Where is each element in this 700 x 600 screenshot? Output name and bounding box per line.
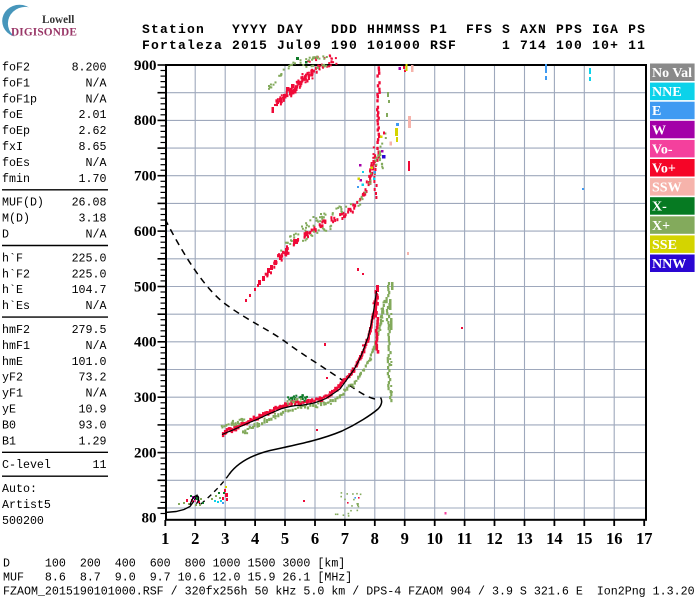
svg-text:104.7: 104.7 <box>72 284 107 297</box>
svg-text:h`E: h`E <box>2 284 23 297</box>
svg-text:Fortaleza 2015 Jul09 190 10100: Fortaleza 2015 Jul09 190 101000 RSF 1 71… <box>142 38 646 53</box>
svg-text:1.70: 1.70 <box>79 173 107 186</box>
svg-text:12: 12 <box>486 529 503 548</box>
svg-text:93.0: 93.0 <box>79 419 107 432</box>
svg-text:1.29: 1.29 <box>79 435 107 448</box>
svg-text:N/A: N/A <box>86 229 107 242</box>
svg-text:hmF1: hmF1 <box>2 340 30 353</box>
svg-text:NNW: NNW <box>652 257 686 272</box>
svg-text:h`F: h`F <box>2 252 23 265</box>
svg-text:yF2: yF2 <box>2 372 23 385</box>
svg-text:E: E <box>652 104 661 119</box>
svg-text:foF1p: foF1p <box>2 93 37 106</box>
svg-text:5: 5 <box>281 529 289 548</box>
svg-text:8.200: 8.200 <box>72 62 107 75</box>
svg-text:225.0: 225.0 <box>72 268 107 281</box>
svg-text:Auto:: Auto: <box>2 483 37 496</box>
svg-text:600: 600 <box>134 224 157 240</box>
svg-text:16: 16 <box>606 529 623 548</box>
svg-text:26.08: 26.08 <box>72 197 107 210</box>
svg-text:10.9: 10.9 <box>79 404 107 417</box>
svg-text:14: 14 <box>546 529 563 548</box>
svg-text:MUF 8.6 8.7 9.0 9.7 10.6: MUF 8.6 8.7 9.0 9.7 10.6 12.0 15.9 26.1 … <box>3 572 352 585</box>
svg-text:C-level: C-level <box>2 459 51 472</box>
svg-text:Artist5: Artist5 <box>2 499 51 512</box>
svg-text:13: 13 <box>516 529 533 548</box>
svg-text:800: 800 <box>134 113 157 129</box>
svg-text:6: 6 <box>311 529 319 548</box>
svg-text:M(D): M(D) <box>2 213 30 226</box>
svg-text:225.0: 225.0 <box>72 252 107 265</box>
svg-text:FZAOM_2015190101000.RSF / 320f: FZAOM_2015190101000.RSF / 320fx256h 50 k… <box>3 586 695 599</box>
svg-text:NNE: NNE <box>652 85 682 100</box>
svg-text:80: 80 <box>142 511 157 527</box>
svg-text:foF2: foF2 <box>2 62 30 75</box>
svg-text:fmin: fmin <box>2 173 30 186</box>
svg-text:11: 11 <box>457 529 473 548</box>
svg-text:2.01: 2.01 <box>79 109 107 122</box>
svg-text:279.5: 279.5 <box>72 324 107 337</box>
svg-text:X+: X+ <box>652 219 670 234</box>
svg-text:yE: yE <box>2 404 16 417</box>
svg-text:2: 2 <box>191 529 199 548</box>
svg-text:Vo-: Vo- <box>652 142 673 157</box>
svg-text:h`F2: h`F2 <box>2 268 30 281</box>
svg-text:Station YYYY DAY DDD HHMMS: Station YYYY DAY DDD HHMMSS P1 FFS S AXN… <box>142 22 646 37</box>
svg-text:W: W <box>652 123 666 138</box>
svg-text:N/A: N/A <box>86 93 107 106</box>
svg-text:h`Es: h`Es <box>2 300 30 313</box>
svg-text:11: 11 <box>93 459 107 472</box>
svg-text:Vo+: Vo+ <box>652 162 676 177</box>
svg-text:N/A: N/A <box>86 388 107 401</box>
svg-text:N/A: N/A <box>86 340 107 353</box>
svg-text:9: 9 <box>401 529 409 548</box>
svg-text:2.62: 2.62 <box>79 125 107 138</box>
svg-text:N/A: N/A <box>86 157 107 170</box>
svg-text:SSW: SSW <box>652 181 682 196</box>
svg-text:73.2: 73.2 <box>79 372 107 385</box>
svg-text:SSE: SSE <box>652 238 677 253</box>
svg-text:yF1: yF1 <box>2 388 23 401</box>
svg-text:500200: 500200 <box>2 515 44 528</box>
svg-text:200: 200 <box>134 445 157 461</box>
svg-text:MUF(D): MUF(D) <box>2 197 44 210</box>
svg-text:B0: B0 <box>2 419 16 432</box>
svg-text:8.65: 8.65 <box>79 141 107 154</box>
svg-text:4: 4 <box>251 529 259 548</box>
svg-text:Lowell: Lowell <box>42 14 74 26</box>
svg-text:101.0: 101.0 <box>72 356 107 369</box>
svg-text:3.18: 3.18 <box>79 213 107 226</box>
svg-text:D: D <box>2 229 9 242</box>
svg-text:foEs: foEs <box>2 157 30 170</box>
svg-text:300: 300 <box>134 390 157 406</box>
svg-text:X-: X- <box>652 200 667 215</box>
svg-text:500: 500 <box>134 279 157 295</box>
svg-text:8: 8 <box>371 529 379 548</box>
svg-text:hmF2: hmF2 <box>2 324 30 337</box>
svg-text:700: 700 <box>134 169 157 185</box>
svg-text:fxI: fxI <box>2 141 23 154</box>
svg-text:hmE: hmE <box>2 356 23 369</box>
svg-text:N/A: N/A <box>86 77 107 90</box>
svg-text:10: 10 <box>426 529 443 548</box>
svg-text:foF1: foF1 <box>2 77 30 90</box>
svg-text:B1: B1 <box>2 435 16 448</box>
svg-text:7: 7 <box>341 529 349 548</box>
svg-text:400: 400 <box>134 335 157 351</box>
svg-text:foEp: foEp <box>2 125 30 138</box>
svg-text:D 100 200 400 600 800: D 100 200 400 600 800 1000 1500 3000 [km… <box>3 558 345 571</box>
svg-text:No Val: No Val <box>652 66 692 81</box>
svg-text:3: 3 <box>221 529 229 548</box>
svg-text:N/A: N/A <box>86 300 107 313</box>
svg-text:900: 900 <box>134 58 157 74</box>
svg-text:15: 15 <box>576 529 593 548</box>
svg-text:1: 1 <box>161 529 169 548</box>
svg-text:DIGISONDE: DIGISONDE <box>11 27 77 39</box>
svg-text:17: 17 <box>636 529 653 548</box>
svg-text:foE: foE <box>2 109 23 122</box>
